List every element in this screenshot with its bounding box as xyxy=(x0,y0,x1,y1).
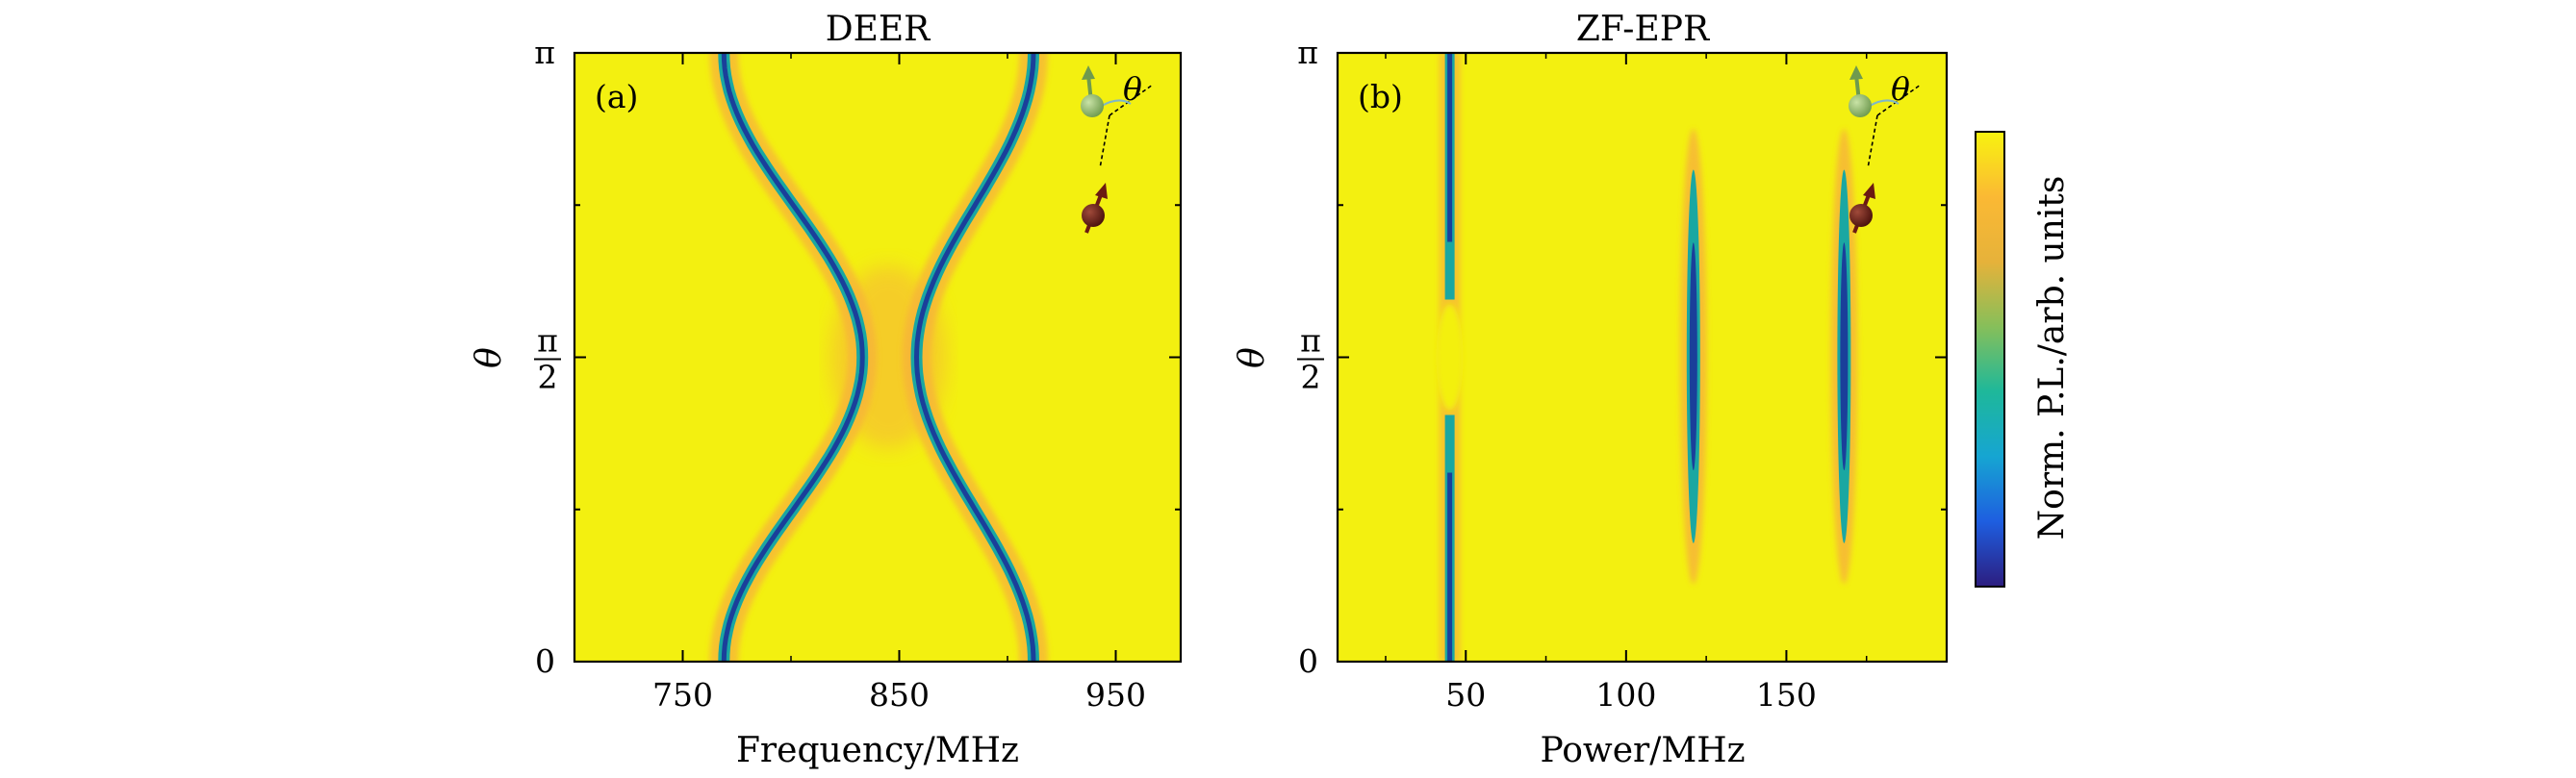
inset-angle-arc xyxy=(1101,99,1132,107)
inset-green-arrow-head xyxy=(1082,65,1095,80)
panel-a-xtick-label: 750 xyxy=(652,676,713,714)
panel-a-xtick-label: 950 xyxy=(1085,676,1146,714)
panel-a-resonance-line xyxy=(913,53,1036,662)
panel-b-ylabel: θ xyxy=(1233,347,1272,368)
inset-theta-label: θ xyxy=(1891,70,1910,108)
panel-a-ytick-label-pi: π xyxy=(534,34,555,71)
panel-b-label: (b) xyxy=(1358,78,1403,115)
panel-a-title: DEER xyxy=(826,10,931,49)
panel-a-xtick-label: 850 xyxy=(869,676,930,714)
panel-b-title: ZF-EPR xyxy=(1576,10,1710,49)
inset-green-arrow-head xyxy=(1849,65,1863,80)
colorbar-bar xyxy=(1975,131,2005,588)
panel-b-inset-spins: θ xyxy=(1849,65,1922,234)
panel-b-line-3-core xyxy=(1840,242,1849,471)
panel-b-line-1-gap xyxy=(1436,304,1464,411)
inset-dashed-field xyxy=(1876,84,1922,116)
inset-dashed-axis xyxy=(1867,114,1878,169)
panel-b-xlabel: Power/MHz xyxy=(1540,731,1745,770)
inset-theta-label: θ xyxy=(1123,70,1142,108)
panel-a-xlabel: Frequency/MHz xyxy=(736,731,1019,770)
panel-a-inset-spins: θ xyxy=(1081,65,1154,234)
panel-b-line-1-core-lower xyxy=(1447,472,1453,662)
panel-b-line-2-core xyxy=(1689,242,1697,471)
panel-b-line-1-core-upper xyxy=(1447,53,1453,242)
panel-a-ylabel: θ xyxy=(470,347,509,368)
inset-dashed-axis xyxy=(1099,114,1110,169)
panel-b-ytick-label-half-num: π xyxy=(1300,322,1321,360)
colorbar: Norm. P.L./arb. units xyxy=(1975,131,2072,588)
inset-green-spin xyxy=(1849,94,1872,117)
inset-angle-arc xyxy=(1869,99,1900,107)
inset-red-spin xyxy=(1849,204,1873,227)
panel-b-ytick-label-half-den: 2 xyxy=(1301,359,1321,396)
panel-a-resonance-line xyxy=(721,53,865,662)
panel-b-ytick-label-zero: 0 xyxy=(1298,642,1318,680)
panel-a-heatmap xyxy=(574,53,1181,662)
inset-red-arrow-head xyxy=(1095,183,1108,199)
inset-red-arrow-head xyxy=(1863,183,1875,199)
panel-b-heatmap xyxy=(1338,53,1947,662)
inset-green-spin xyxy=(1081,94,1104,117)
panel-b-xtick-label: 50 xyxy=(1445,676,1486,714)
panel-a-ytick-label-half-den: 2 xyxy=(538,359,558,396)
panel-a-ytick-label-half-num: π xyxy=(537,322,558,360)
panel-b-xtick-label: 100 xyxy=(1595,676,1656,714)
panel-b-xtick-label: 150 xyxy=(1756,676,1817,714)
panel-b-ytick-label-pi: π xyxy=(1297,34,1318,71)
colorbar-label: Norm. P.L./arb. units xyxy=(2032,176,2072,540)
panel-a-label: (a) xyxy=(595,78,638,115)
inset-red-spin xyxy=(1082,204,1105,227)
panel-a-ytick-label-zero: 0 xyxy=(535,642,555,680)
inset-dashed-field xyxy=(1109,84,1154,116)
